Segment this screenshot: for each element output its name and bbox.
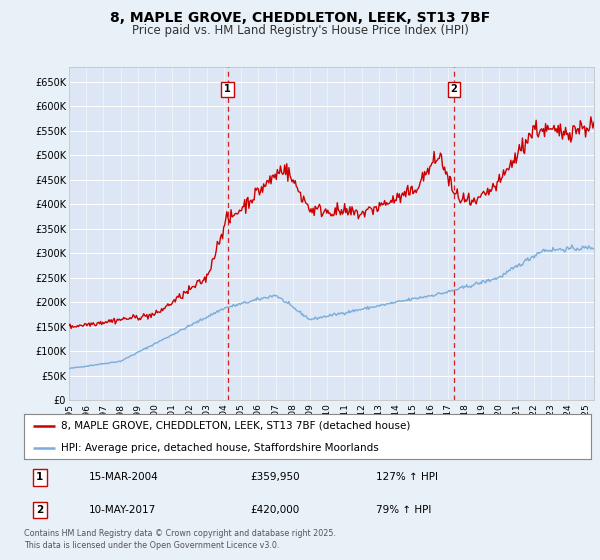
Text: 127% ↑ HPI: 127% ↑ HPI bbox=[376, 473, 437, 483]
Text: 10-MAY-2017: 10-MAY-2017 bbox=[89, 505, 157, 515]
Text: HPI: Average price, detached house, Staffordshire Moorlands: HPI: Average price, detached house, Staf… bbox=[61, 443, 379, 453]
Text: Price paid vs. HM Land Registry's House Price Index (HPI): Price paid vs. HM Land Registry's House … bbox=[131, 24, 469, 36]
Text: 1: 1 bbox=[36, 473, 44, 483]
Text: 79% ↑ HPI: 79% ↑ HPI bbox=[376, 505, 431, 515]
Text: 15-MAR-2004: 15-MAR-2004 bbox=[89, 473, 159, 483]
Text: 8, MAPLE GROVE, CHEDDLETON, LEEK, ST13 7BF: 8, MAPLE GROVE, CHEDDLETON, LEEK, ST13 7… bbox=[110, 11, 490, 25]
Text: £359,950: £359,950 bbox=[251, 473, 301, 483]
Text: 8, MAPLE GROVE, CHEDDLETON, LEEK, ST13 7BF (detached house): 8, MAPLE GROVE, CHEDDLETON, LEEK, ST13 7… bbox=[61, 421, 410, 431]
Text: 1: 1 bbox=[224, 84, 231, 94]
Text: 2: 2 bbox=[451, 84, 457, 94]
Text: 2: 2 bbox=[36, 505, 44, 515]
Text: Contains HM Land Registry data © Crown copyright and database right 2025.
This d: Contains HM Land Registry data © Crown c… bbox=[24, 529, 336, 550]
Text: £420,000: £420,000 bbox=[251, 505, 300, 515]
